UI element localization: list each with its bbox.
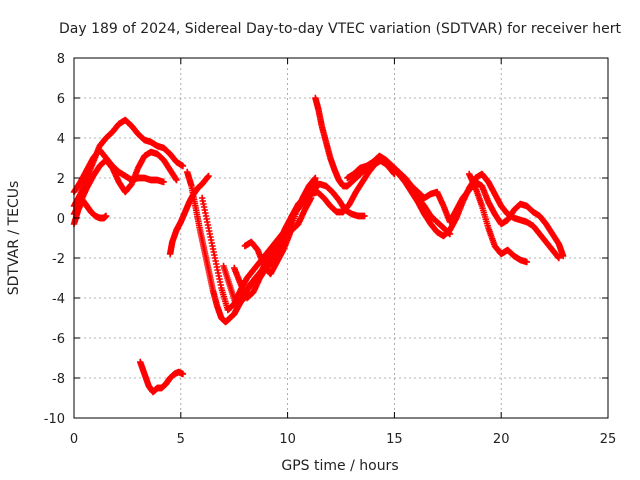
chart-title: Day 189 of 2024, Sidereal Day-to-day VTE… bbox=[59, 21, 621, 37]
series-arc-c bbox=[70, 148, 180, 218]
data-point bbox=[205, 172, 212, 180]
data-point bbox=[312, 174, 319, 182]
data-point bbox=[173, 176, 180, 184]
series-arc-d bbox=[70, 196, 110, 228]
data-points bbox=[70, 94, 567, 396]
data-point bbox=[179, 370, 187, 378]
series-arc-o bbox=[465, 170, 531, 266]
x-tick-label: 25 bbox=[600, 432, 617, 447]
y-tick-label: 8 bbox=[57, 52, 65, 67]
y-tick-label: 0 bbox=[57, 212, 65, 227]
x-tick-label: 15 bbox=[386, 432, 403, 447]
y-tick-label: -4 bbox=[52, 292, 65, 307]
grid-lines bbox=[74, 58, 608, 418]
series-arc-a bbox=[70, 116, 187, 210]
series-arc-l bbox=[312, 94, 454, 238]
data-point bbox=[559, 252, 567, 260]
y-tick-label: 6 bbox=[57, 92, 65, 107]
x-tick-label: 0 bbox=[70, 432, 78, 447]
x-tick-label: 20 bbox=[493, 432, 510, 447]
y-axis-label: SDTVAR / TECUs bbox=[6, 181, 22, 296]
y-tick-label: -8 bbox=[52, 372, 65, 387]
x-tick-label: 5 bbox=[177, 432, 185, 447]
x-axis-label: GPS time / hours bbox=[281, 458, 398, 474]
series-arc-e bbox=[137, 358, 187, 396]
y-tick-label: -2 bbox=[52, 252, 65, 267]
data-point bbox=[307, 194, 315, 202]
data-point bbox=[361, 212, 368, 220]
data-point bbox=[179, 162, 187, 170]
plot-frame bbox=[73, 57, 609, 419]
axes: 0 5 10 15 20 25 -10 -8 -6 -4 -2 0 2 4 6 8 bbox=[44, 52, 617, 447]
x-tick-label: 10 bbox=[279, 432, 296, 447]
series-arc-n bbox=[401, 174, 567, 260]
data-point bbox=[523, 258, 531, 266]
data-point bbox=[555, 254, 563, 262]
y-tick-label: 4 bbox=[57, 132, 65, 147]
y-tick-label: -6 bbox=[52, 332, 65, 347]
data-point bbox=[160, 178, 167, 186]
y-tick-label: -10 bbox=[44, 412, 65, 427]
series-arc-k bbox=[241, 174, 319, 278]
y-tick-label: 2 bbox=[57, 172, 65, 187]
data-point bbox=[102, 212, 110, 220]
